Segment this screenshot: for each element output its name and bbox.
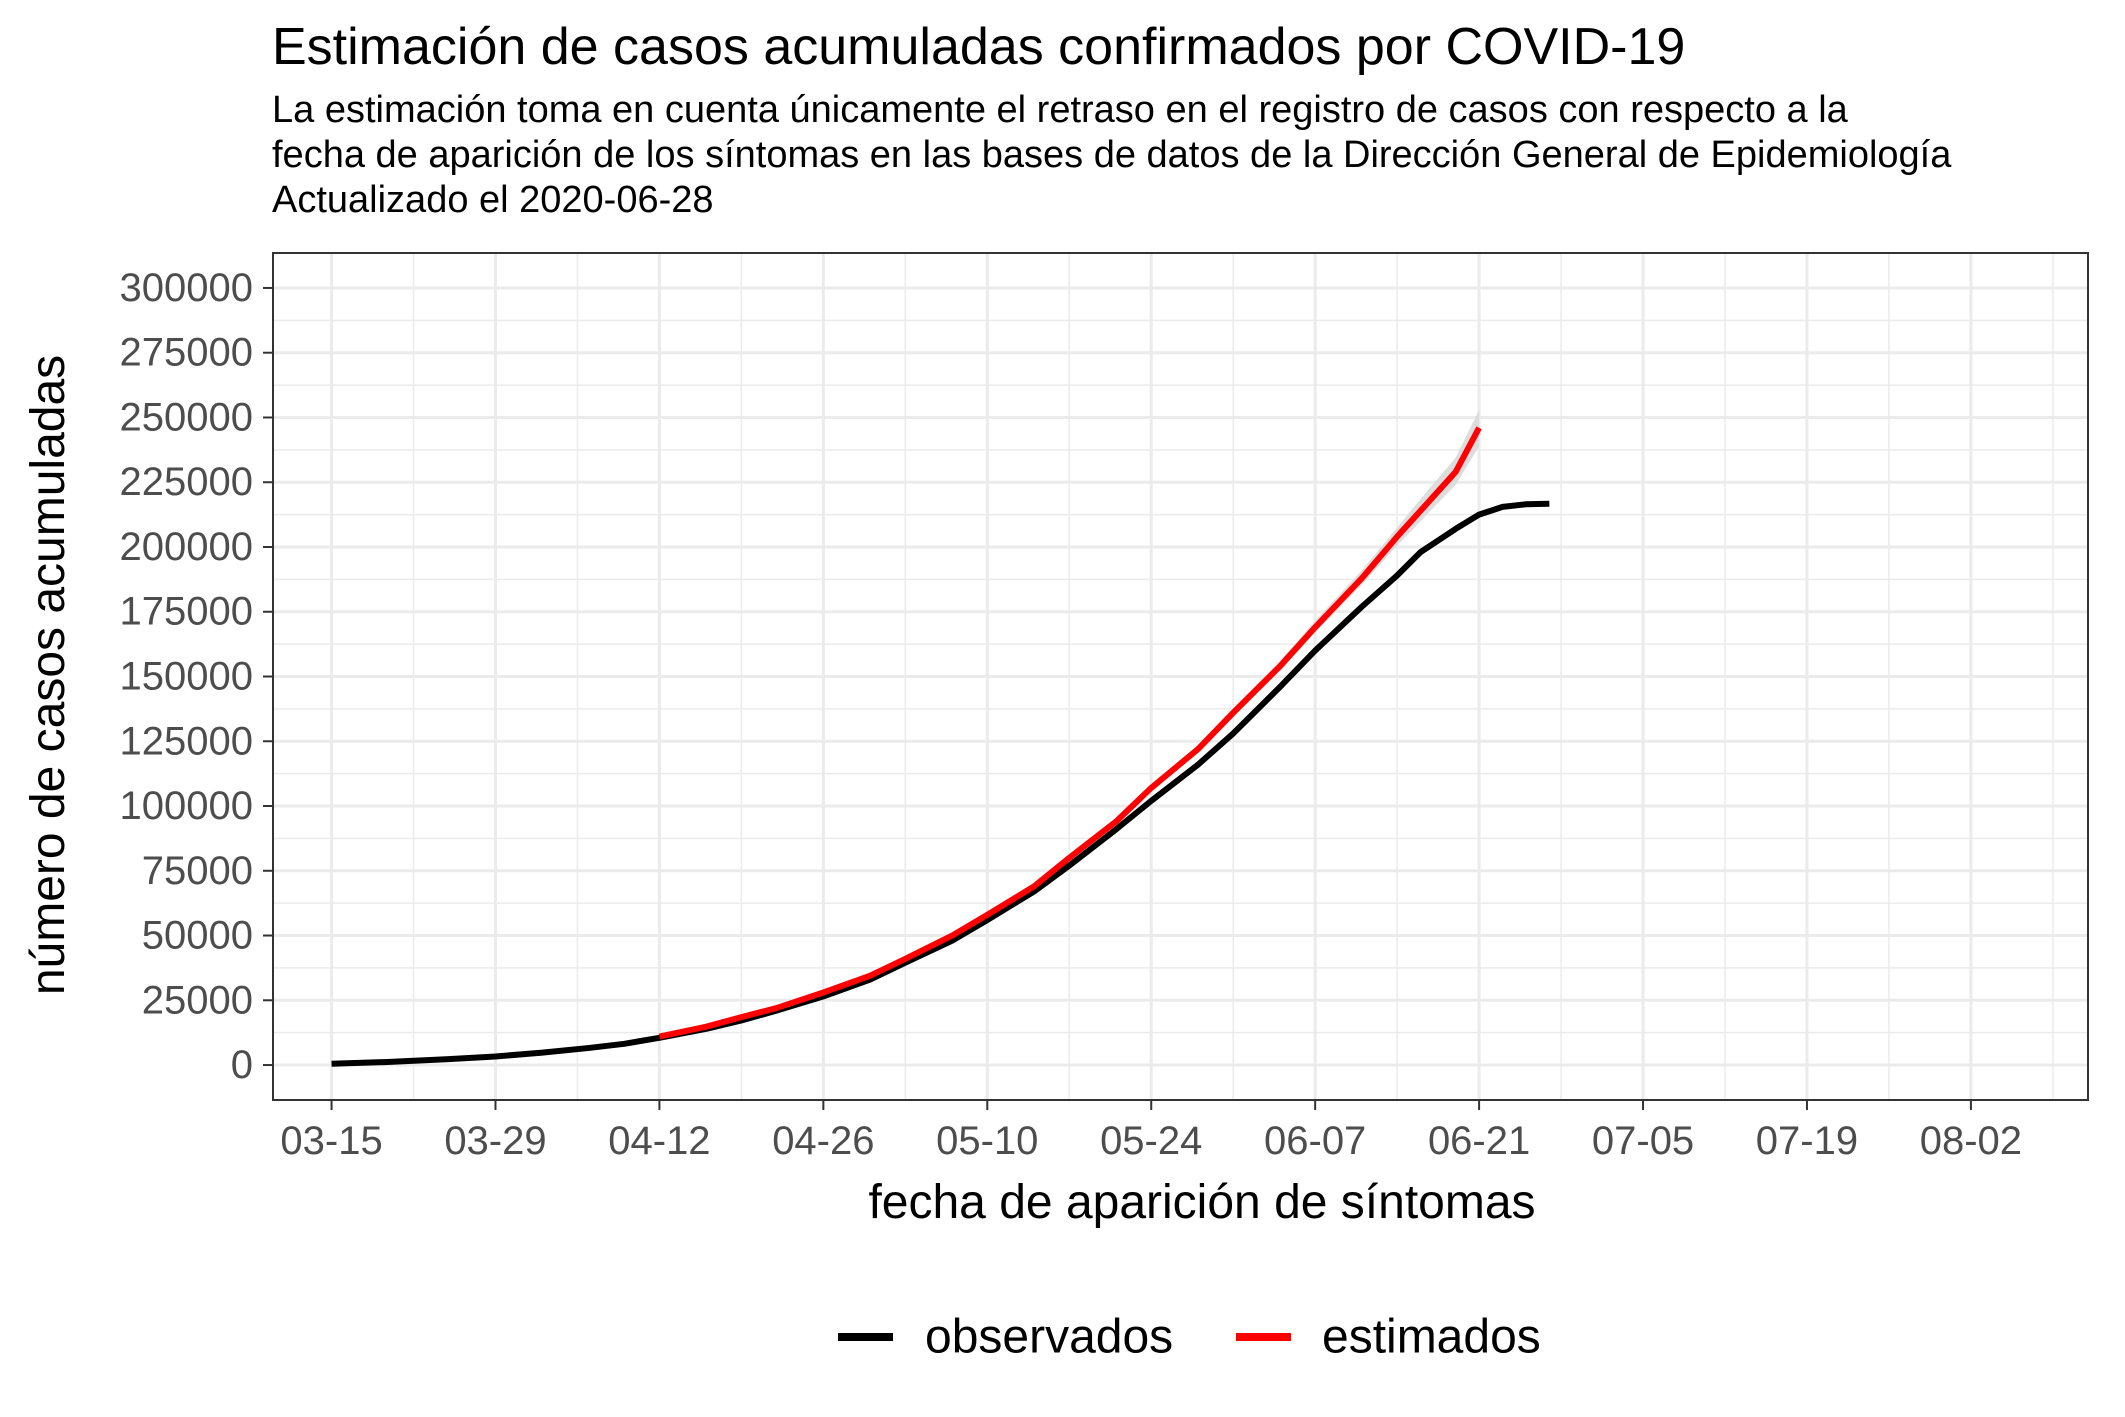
series-line-estimados	[658, 426, 1482, 1040]
y-tick-label: 275000	[120, 331, 253, 375]
chart-subtitle: La estimación toma en cuenta únicamente …	[272, 88, 1951, 223]
x-tick-label: 05-10	[936, 1119, 1038, 1163]
legend-label-estimados: estimados	[1322, 1311, 1541, 1364]
legend: observados estimados	[838, 1311, 1541, 1364]
subtitle-line: Actualizado el 2020-06-28	[272, 179, 714, 221]
grid-major	[273, 253, 2088, 1100]
x-tick-label: 07-05	[1592, 1119, 1694, 1163]
x-tick-label: 06-07	[1264, 1119, 1366, 1163]
x-tick-label: 06-21	[1428, 1119, 1530, 1163]
y-tick-label: 125000	[120, 719, 253, 763]
y-tick-label: 300000	[120, 266, 253, 310]
y-tick-label: 250000	[120, 395, 253, 439]
y-tick-label: 75000	[142, 849, 253, 893]
y-tick-label: 200000	[120, 525, 253, 569]
x-tick-label: 04-26	[772, 1119, 874, 1163]
y-axis-title: número de casos acumuladas	[22, 355, 75, 995]
y-tick-label: 150000	[120, 655, 253, 699]
y-tick-label: 225000	[120, 460, 253, 504]
y-tick-label: 175000	[120, 590, 253, 634]
legend-label-observados: observados	[925, 1311, 1173, 1364]
y-tick-label: 50000	[142, 914, 253, 958]
confidence-band	[1280, 409, 1480, 672]
chart-title: Estimación de casos acumuladas confirmad…	[272, 18, 1686, 76]
x-axis-title: fecha de aparición de síntomas	[868, 1176, 1535, 1229]
series-lines	[331, 426, 1550, 1067]
y-tick-label: 0	[231, 1043, 253, 1087]
subtitle-line: La estimación toma en cuenta únicamente …	[272, 89, 1848, 131]
x-tick-label: 04-12	[608, 1119, 710, 1163]
x-axis: 03-15 03-29 04-12 04-26 05-10 05-24 06-07 06-21…	[280, 1100, 2022, 1163]
x-tick-label: 03-29	[444, 1119, 546, 1163]
x-tick-label: 05-24	[1100, 1119, 1202, 1163]
x-tick-label: 08-02	[1920, 1119, 2022, 1163]
y-tick-label: 25000	[142, 978, 253, 1022]
x-tick-label: 03-15	[280, 1119, 382, 1163]
y-axis: 0 25000 50000 75000 100000 125000 150000 175000…	[120, 266, 273, 1087]
y-tick-label: 100000	[120, 784, 253, 828]
series-line-observados	[331, 500, 1550, 1067]
x-tick-label: 07-19	[1756, 1119, 1858, 1163]
confidence-ribbon	[1280, 409, 1480, 672]
subtitle-line: fecha de aparición de los síntomas en la…	[272, 134, 1952, 176]
